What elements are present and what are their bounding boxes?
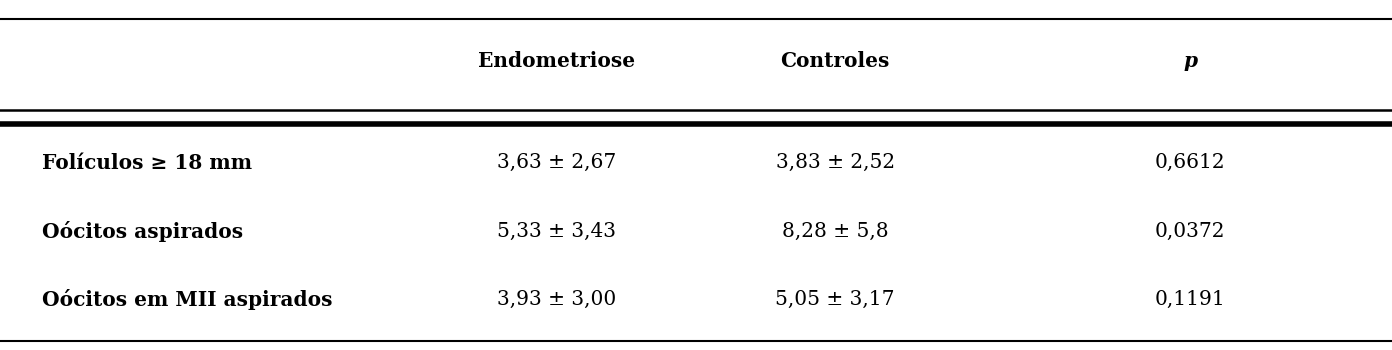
Text: Endometriose: Endometriose <box>479 51 635 71</box>
Text: Oócitos aspirados: Oócitos aspirados <box>42 220 242 241</box>
Text: 3,63 ± 2,67: 3,63 ± 2,67 <box>497 153 617 172</box>
Text: Folículos ≥ 18 mm: Folículos ≥ 18 mm <box>42 153 252 173</box>
Text: 0,0372: 0,0372 <box>1155 222 1225 240</box>
Text: p: p <box>1183 51 1197 71</box>
Text: 5,33 ± 3,43: 5,33 ± 3,43 <box>497 222 617 240</box>
Text: 8,28 ± 5,8: 8,28 ± 5,8 <box>782 222 888 240</box>
Text: 3,93 ± 3,00: 3,93 ± 3,00 <box>497 290 617 309</box>
Text: Controles: Controles <box>781 51 889 71</box>
Text: 0,1191: 0,1191 <box>1155 290 1225 309</box>
Text: 5,05 ± 3,17: 5,05 ± 3,17 <box>775 290 895 309</box>
Text: Oócitos em MII aspirados: Oócitos em MII aspirados <box>42 289 333 310</box>
Text: 3,83 ± 2,52: 3,83 ± 2,52 <box>775 153 895 172</box>
Text: 0,6612: 0,6612 <box>1155 153 1225 172</box>
